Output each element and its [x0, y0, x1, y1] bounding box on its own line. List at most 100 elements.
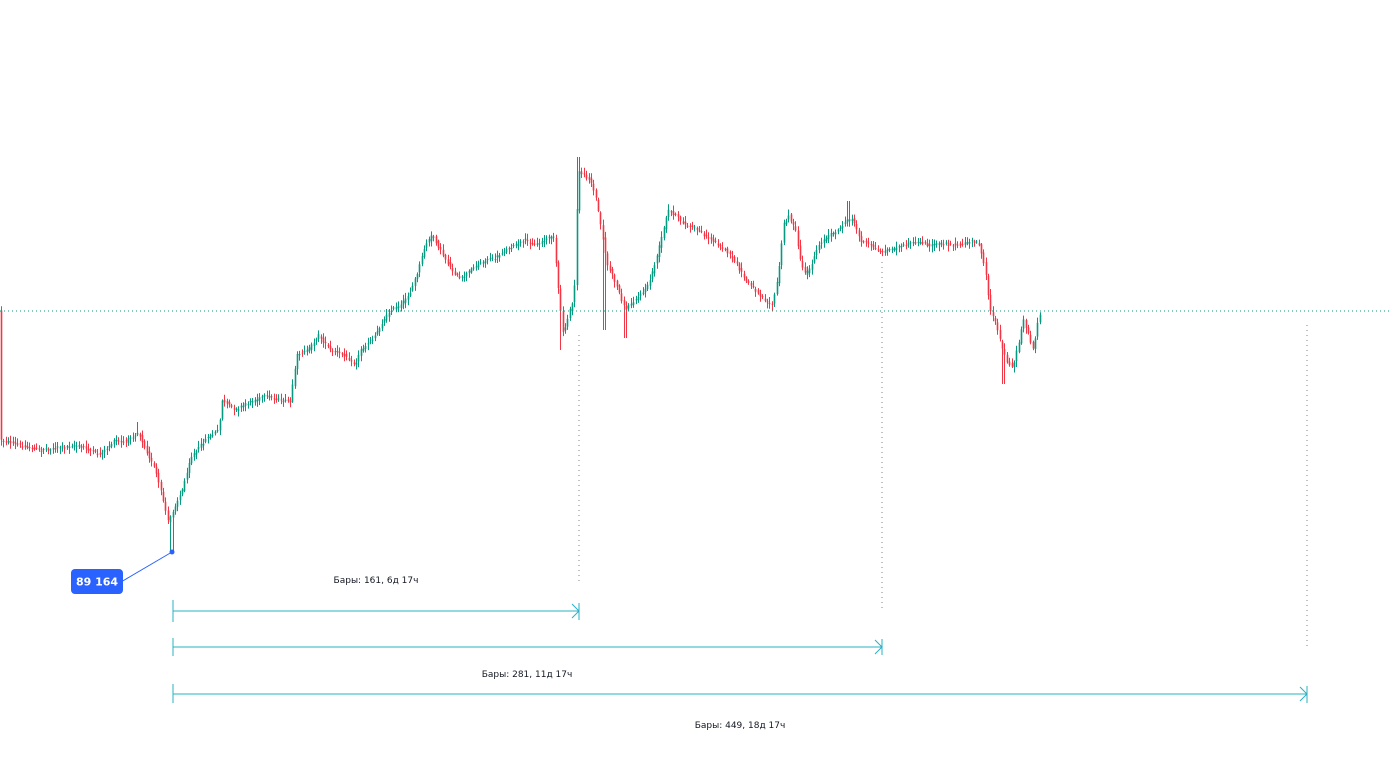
low-price-anchor-dot[interactable]	[169, 549, 175, 555]
candle-body	[317, 334, 320, 339]
candle-body	[141, 435, 144, 443]
candle-body	[820, 242, 823, 244]
measure-arrow-2[interactable]	[172, 638, 883, 656]
candle-body	[40, 450, 43, 452]
candle-body	[548, 236, 551, 238]
candle-body	[31, 447, 34, 450]
candle-body	[228, 402, 231, 405]
candle-body	[167, 510, 170, 521]
candle-body	[313, 342, 316, 347]
candle-body	[428, 239, 431, 243]
candle-body	[5, 441, 8, 443]
candle-body	[155, 466, 158, 474]
candle-body	[395, 307, 398, 310]
candle-body	[597, 199, 600, 212]
candle-body	[301, 352, 304, 354]
candle-body	[620, 293, 623, 302]
candle-body	[484, 260, 487, 264]
candle-body	[172, 511, 175, 518]
candle-body	[703, 233, 706, 237]
candle-body	[524, 238, 527, 240]
candle-body	[348, 357, 351, 361]
candle-body	[625, 305, 628, 310]
candle-body	[96, 453, 99, 455]
candle-body	[463, 276, 466, 279]
candle-body	[390, 311, 393, 313]
candle-body	[989, 294, 992, 312]
candle-body	[905, 244, 908, 247]
candle-body	[385, 314, 388, 321]
candle-body	[865, 240, 868, 243]
candle-body	[468, 270, 471, 273]
candle-body	[1020, 329, 1023, 344]
candle-body	[590, 178, 593, 183]
candle-body	[24, 445, 27, 448]
candle-body	[42, 449, 45, 451]
candle-body	[787, 215, 790, 220]
candle-body	[190, 456, 193, 464]
candle-body	[470, 268, 473, 273]
candle-body	[543, 240, 546, 243]
candle-body	[566, 318, 569, 327]
candle-body	[439, 247, 442, 250]
candle-body	[132, 437, 135, 439]
candle-body	[148, 451, 151, 459]
candle-body	[423, 249, 426, 257]
candle-body	[710, 237, 713, 240]
measure-arrow-1[interactable]	[172, 600, 580, 622]
candle-body	[263, 395, 266, 397]
candle-body	[860, 236, 863, 242]
candle-body	[562, 311, 565, 332]
candle-body	[895, 247, 898, 250]
candle-body	[797, 230, 800, 247]
candle-body	[68, 446, 71, 448]
candle-body	[89, 449, 92, 451]
candle-body	[557, 262, 560, 288]
candle-body	[909, 242, 912, 244]
candle-body	[964, 242, 967, 245]
candle-body	[388, 312, 391, 317]
candle-body	[186, 472, 189, 480]
candle-body	[785, 220, 788, 225]
candle-body	[475, 266, 478, 268]
candle-body	[407, 296, 410, 300]
low-price-badge[interactable]: 89 164	[71, 569, 123, 594]
candle-body	[26, 446, 29, 448]
measure-arrow-3[interactable]	[172, 684, 1308, 703]
candle-body	[522, 241, 525, 243]
candle-body	[745, 277, 748, 282]
candle-body	[251, 401, 254, 403]
candle-body	[247, 404, 250, 406]
candle-body	[280, 399, 283, 401]
candle-body	[533, 243, 536, 245]
candle-body	[94, 450, 97, 452]
candle-body	[108, 446, 111, 448]
candle-body	[519, 241, 522, 244]
candle-body	[19, 443, 22, 445]
candle-body	[559, 288, 562, 312]
candle-body	[902, 244, 905, 246]
candle-body	[289, 401, 292, 403]
candle-body	[122, 441, 125, 443]
candle-body	[160, 482, 163, 491]
candle-body	[642, 292, 645, 295]
candle-body	[646, 284, 649, 289]
candle-body	[235, 408, 238, 410]
candle-body	[71, 446, 74, 448]
candle-body	[416, 273, 419, 279]
candle-body	[244, 403, 247, 406]
candle-body	[85, 446, 88, 449]
candle-body	[136, 432, 139, 435]
candle-body	[157, 472, 160, 483]
candle-body	[508, 248, 511, 250]
candle-body	[733, 256, 736, 262]
candle-body	[327, 344, 330, 347]
candle-body	[486, 259, 489, 261]
candle-body	[978, 243, 981, 246]
candle-body	[938, 243, 941, 246]
candle-body	[832, 232, 835, 235]
candle-body	[761, 296, 764, 298]
candle-body	[794, 226, 797, 231]
